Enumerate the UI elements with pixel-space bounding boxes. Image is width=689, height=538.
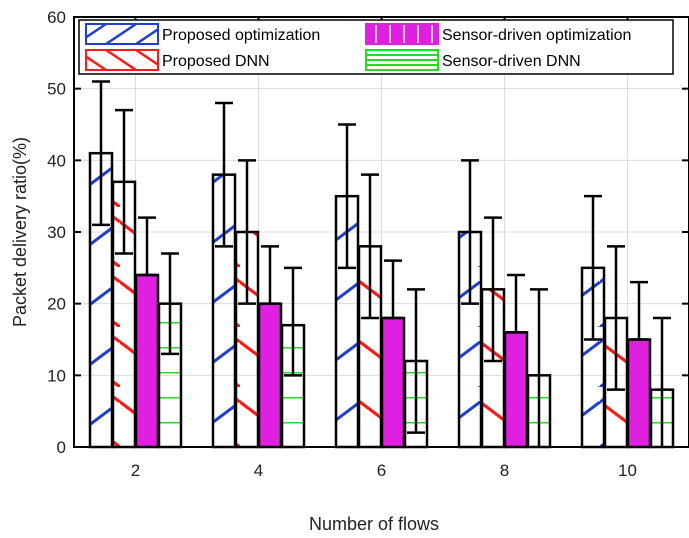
error-bar-sensor-driven-dnn-6 xyxy=(407,288,425,434)
legend-item-proposed-dnn: Proposed DNN xyxy=(85,49,270,71)
error-bar-proposed-dnn-2 xyxy=(115,108,133,255)
error-bar-sensor-driven-optimization-8 xyxy=(507,273,525,334)
error-bar-proposed-optimization-6 xyxy=(338,123,356,270)
error-bar-proposed-dnn-6 xyxy=(361,173,379,320)
legend-item-sensor-driven-dnn: Sensor-driven DNN xyxy=(365,49,581,71)
error-bar-sensor-driven-dnn-8 xyxy=(530,288,548,447)
legend-item-proposed-optimization: Proposed optimization xyxy=(85,23,320,45)
x-tick-label: 2 xyxy=(131,461,140,480)
y-axis-title: Packet delivery ratio(%) xyxy=(10,137,30,327)
legend-label: Proposed DNN xyxy=(162,53,270,70)
legend-swatch xyxy=(86,24,158,44)
y-tick-label: 20 xyxy=(47,295,66,314)
legend-label: Sensor-driven optimization xyxy=(442,27,631,44)
x-axis-title: Number of flows xyxy=(309,514,439,534)
bar-sensor-driven-optimization-4 xyxy=(257,302,283,449)
error-bar-sensor-driven-optimization-10 xyxy=(630,280,648,341)
error-bar-sensor-driven-dnn-2 xyxy=(161,252,179,356)
legend-item-sensor-driven-optimization: Sensor-driven optimization xyxy=(365,23,631,45)
y-tick-label: 60 xyxy=(47,8,66,27)
legend-swatch xyxy=(366,50,438,70)
y-tick-label: 40 xyxy=(47,151,66,170)
x-tick-label: 4 xyxy=(254,461,263,480)
legend: Proposed optimization Sensor-driven optim… xyxy=(78,19,674,75)
legend-swatch xyxy=(366,24,438,44)
error-bar-sensor-driven-optimization-4 xyxy=(261,245,279,305)
error-bar-proposed-dnn-8 xyxy=(484,216,502,363)
x-tick-label: 10 xyxy=(618,461,637,480)
error-bar-proposed-optimization-10 xyxy=(584,194,602,341)
y-tick-label: 0 xyxy=(57,438,66,457)
bar-sensor-driven-optimization-10 xyxy=(626,338,652,449)
bar-sensor-driven-optimization-6 xyxy=(380,316,406,449)
y-tick-label: 30 xyxy=(47,223,66,242)
bar-sensor-driven-optimization-2 xyxy=(134,273,160,449)
bar-sensor-driven-optimization-8 xyxy=(503,331,529,449)
error-bar-sensor-driven-optimization-6 xyxy=(384,259,402,320)
error-bar-sensor-driven-dnn-4 xyxy=(284,266,302,377)
error-bar-proposed-optimization-2 xyxy=(92,80,110,227)
error-bar-proposed-optimization-4 xyxy=(215,101,233,248)
y-tick-label: 50 xyxy=(47,80,66,99)
x-tick-label: 6 xyxy=(377,461,386,480)
legend-label: Sensor-driven DNN xyxy=(442,53,581,70)
error-bar-sensor-driven-optimization-2 xyxy=(138,216,156,277)
error-bar-proposed-optimization-8 xyxy=(461,159,479,305)
x-tick-label: 8 xyxy=(500,461,509,480)
legend-label: Proposed optimization xyxy=(162,27,320,44)
y-tick-label: 10 xyxy=(47,366,66,385)
error-bar-proposed-dnn-4 xyxy=(238,159,256,305)
error-bar-proposed-dnn-10 xyxy=(607,245,625,391)
legend-swatch xyxy=(86,50,158,70)
error-bar-sensor-driven-dnn-10 xyxy=(653,316,671,447)
